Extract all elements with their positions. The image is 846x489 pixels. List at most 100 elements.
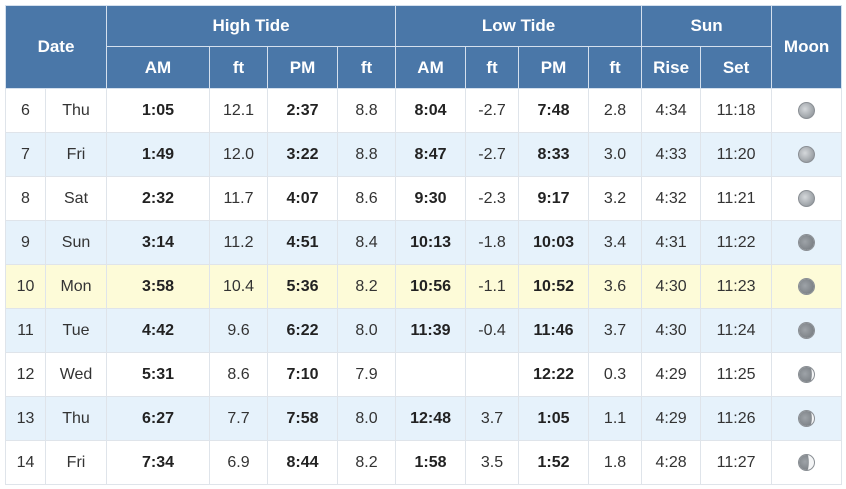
day-cell: 6 [5, 88, 46, 133]
high-am-ft-header: ft [209, 46, 269, 89]
sunset-cell: 11:25 [700, 352, 773, 397]
sunrise-cell: 4:32 [641, 176, 702, 221]
low-pm-time: 8:33 [518, 132, 590, 177]
day-cell: 8 [5, 176, 46, 221]
moon-cell [771, 440, 843, 485]
full-moon-icon [798, 101, 816, 119]
sunrise-cell: 4:31 [641, 220, 702, 265]
moon-header: Moon [771, 5, 843, 89]
tide-table: Date High Tide Low Tide Sun Moon AM ft P… [4, 5, 843, 485]
low-pm-height: 3.6 [588, 264, 643, 309]
day-cell: 9 [5, 220, 46, 265]
high-am-height: 12.0 [209, 132, 269, 177]
weekday-cell: Wed [44, 352, 108, 397]
table-row: 12 Wed 5:31 8.6 7:10 7.9 12:22 0.3 4:29 … [5, 352, 843, 397]
high-am-height: 10.4 [209, 264, 269, 309]
high-pm-height: 8.0 [337, 396, 397, 441]
day-cell: 12 [5, 352, 46, 397]
sunset-cell: 11:23 [700, 264, 773, 309]
weekday-cell: Sat [44, 176, 108, 221]
day-cell: 13 [5, 396, 46, 441]
sunset-cell: 11:27 [700, 440, 773, 485]
moon-cell [771, 88, 843, 133]
low-am-height: -2.7 [465, 88, 520, 133]
sunset-cell: 11:22 [700, 220, 773, 265]
low-am-time: 12:48 [395, 396, 467, 441]
high-am-time: 6:27 [106, 396, 211, 441]
high-am-time: 5:31 [106, 352, 211, 397]
sunset-cell: 11:18 [700, 88, 773, 133]
low-tide-header: Low Tide [395, 5, 643, 47]
high-pm-height: 8.8 [337, 132, 397, 177]
high-am-time: 3:58 [106, 264, 211, 309]
high-am-time: 4:42 [106, 308, 211, 353]
low-am-time: 1:58 [395, 440, 467, 485]
waning-gibbous-moon-icon [798, 277, 816, 295]
high-pm-height: 8.8 [337, 88, 397, 133]
high-pm-ft-header: ft [337, 46, 397, 89]
sun-header: Sun [641, 5, 773, 47]
low-am-height: 3.5 [465, 440, 520, 485]
moon-cell [771, 220, 843, 265]
high-am-height: 12.1 [209, 88, 269, 133]
high-pm-time: 6:22 [267, 308, 339, 353]
day-cell: 14 [5, 440, 46, 485]
full-moon-icon [798, 145, 816, 163]
low-pm-time: 10:52 [518, 264, 590, 309]
high-am-time: 3:14 [106, 220, 211, 265]
weekday-cell: Mon [44, 264, 108, 309]
low-pm-height: 1.1 [588, 396, 643, 441]
high-am-header: AM [106, 46, 211, 89]
sunrise-cell: 4:29 [641, 352, 702, 397]
sunset-cell: 11:20 [700, 132, 773, 177]
sunset-cell: 11:26 [700, 396, 773, 441]
low-pm-time: 1:05 [518, 396, 590, 441]
sunset-cell: 11:24 [700, 308, 773, 353]
weekday-cell: Sun [44, 220, 108, 265]
sunrise-cell: 4:33 [641, 132, 702, 177]
high-am-height: 8.6 [209, 352, 269, 397]
moon-cell [771, 132, 843, 177]
table-row: 14 Fri 7:34 6.9 8:44 8.2 1:58 3.5 1:52 1… [5, 440, 843, 485]
low-pm-height: 3.2 [588, 176, 643, 221]
low-am-header: AM [395, 46, 467, 89]
high-pm-time: 4:51 [267, 220, 339, 265]
high-pm-height: 8.2 [337, 440, 397, 485]
low-pm-ft-header: ft [588, 46, 643, 89]
sunset-cell: 11:21 [700, 176, 773, 221]
high-am-height: 11.7 [209, 176, 269, 221]
low-am-height: -1.8 [465, 220, 520, 265]
low-am-height: -1.1 [465, 264, 520, 309]
waning-gibbous-moon-icon [798, 409, 816, 427]
high-pm-time: 3:22 [267, 132, 339, 177]
table-row: 13 Thu 6:27 7.7 7:58 8.0 12:48 3.7 1:05 … [5, 396, 843, 441]
low-pm-height: 3.4 [588, 220, 643, 265]
moon-cell [771, 308, 843, 353]
low-pm-height: 2.8 [588, 88, 643, 133]
high-am-time: 1:49 [106, 132, 211, 177]
day-cell: 7 [5, 132, 46, 177]
weekday-cell: Thu [44, 88, 108, 133]
sunrise-cell: 4:34 [641, 88, 702, 133]
weekday-cell: Tue [44, 308, 108, 353]
moon-cell [771, 264, 843, 309]
low-am-time: 11:39 [395, 308, 467, 353]
high-pm-height: 8.4 [337, 220, 397, 265]
low-pm-header: PM [518, 46, 590, 89]
low-am-time: 8:04 [395, 88, 467, 133]
low-pm-time: 10:03 [518, 220, 590, 265]
low-am-height: -2.3 [465, 176, 520, 221]
table-row: 9 Sun 3:14 11.2 4:51 8.4 10:13 -1.8 10:0… [5, 220, 843, 265]
low-pm-time: 11:46 [518, 308, 590, 353]
high-pm-time: 5:36 [267, 264, 339, 309]
weekday-cell: Thu [44, 396, 108, 441]
waning-gibbous-moon-icon [798, 233, 816, 251]
sunrise-cell: 4:29 [641, 396, 702, 441]
moon-cell [771, 176, 843, 221]
high-pm-height: 8.0 [337, 308, 397, 353]
low-pm-height: 3.7 [588, 308, 643, 353]
low-pm-time: 12:22 [518, 352, 590, 397]
low-am-height: -2.7 [465, 132, 520, 177]
high-am-time: 7:34 [106, 440, 211, 485]
day-cell: 10 [5, 264, 46, 309]
